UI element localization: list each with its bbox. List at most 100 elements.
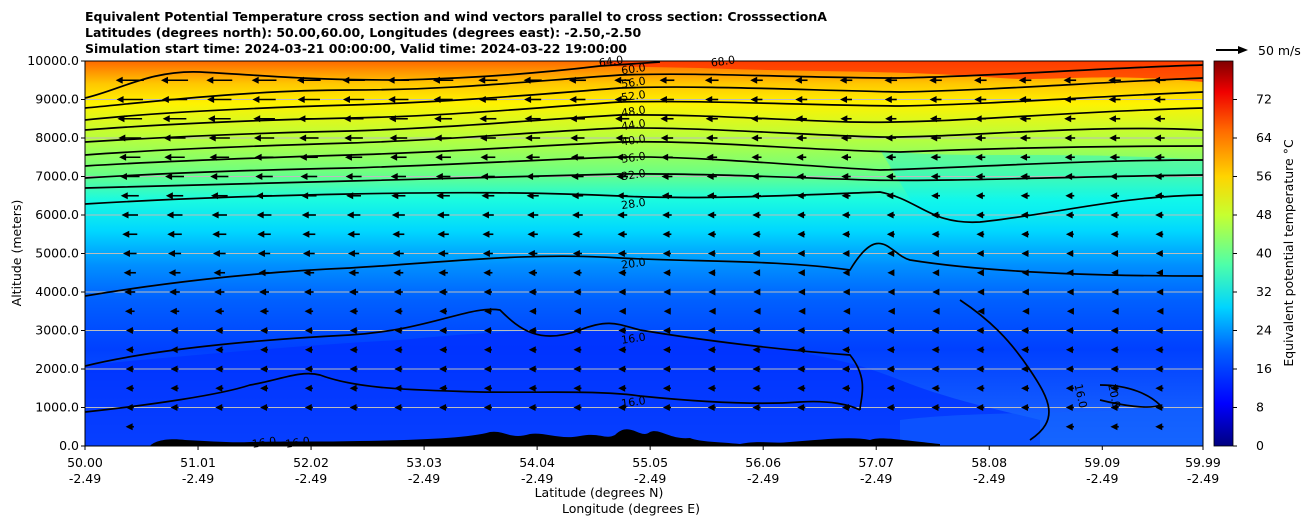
wind-arrow-head-36 [483,384,491,392]
wind-arrow-head-42 [752,384,760,392]
wind-arrow-head-8 [304,404,312,411]
title-line-1: Equivalent Potential Temperature cross s… [85,9,827,24]
wind-arrow-head-185 [708,269,716,277]
wind-arrow-head-230 [572,230,580,238]
wind-arrow-head-393 [342,96,350,103]
wind-arrow-head-347 [434,134,442,142]
wind-arrow-head-399 [614,96,622,103]
wind-arrow-head-367 [253,115,261,123]
wind-arrow-head-77 [170,346,178,354]
cb-tick-label-9: 72 [1256,92,1272,107]
wind-arrow-head-191 [976,269,984,277]
wind-arrow-head-386 [1108,115,1116,123]
wind-arrow-head-68 [842,365,850,373]
wind-arrow-head-130 [394,307,402,315]
wind-arrow-head-307 [796,173,804,180]
wind-arrow-head-140 [843,307,851,315]
wind-arrow-head-135 [618,307,626,315]
wind-arrow-head-380 [840,115,848,123]
wind-arrow-head-224 [302,230,310,238]
y-tick-label-4: 4000.0 [35,284,79,299]
y-tick-label-8: 8000.0 [35,130,79,145]
wind-arrow-head-61 [528,365,536,373]
wind-arrow-head-280 [661,192,669,200]
contour-label-text-8: 48.0 [620,103,646,119]
y-tick-label-3: 3000.0 [35,323,79,338]
wind-arrow-head-243 [1155,230,1163,238]
wind-arrow-head-339 [1154,153,1162,161]
wind-arrow-head-361 [1064,134,1072,142]
wind-arrow-head-350 [570,134,578,142]
wind-arrow-head-417 [342,76,350,84]
contour-label-text-16: 16.0 [251,435,277,451]
wind-arrow-head-2 [1110,423,1118,431]
wind-arrow-head-48 [1021,384,1029,392]
wind-arrow-head-168 [1021,288,1029,296]
wind-arrow-head-411 [1153,96,1161,103]
wind-arrow-head-139 [798,307,806,315]
wind-arrow-head-65 [707,365,715,373]
wind-arrow-head-429 [884,76,892,84]
wind-arrow-head-121 [1065,327,1073,334]
contour-16-lower [85,372,861,413]
wind-arrow-head-239 [976,230,984,238]
wind-arrow-head-384 [1019,115,1027,123]
wind-arrow-head-311 [975,173,983,180]
wind-arrow-head-53 [170,365,178,373]
wind-arrow-head-251 [436,211,444,219]
contour-label-11: 60.0 [620,61,646,77]
wind-arrow-head-321 [344,153,352,161]
wind-arrow-head-24 [1020,404,1028,411]
wind-arrow-head-173 [168,269,176,277]
wind-arrow-head-109 [528,327,536,334]
wind-arrow-head-422 [568,76,576,84]
contour-label-17: 16.0 [285,435,311,451]
wind-arrow-head-317 [164,153,172,161]
wind-arrow-head-268 [120,192,128,200]
wind-arrow-head-15 [618,404,626,411]
wind-arrow-head-346 [389,134,397,142]
wind-arrow-head-414 [206,76,214,84]
wind-arrow-head-116 [842,327,850,334]
wind-arrow-head-223 [257,230,265,238]
wind-arrow-head-137 [708,307,716,315]
wind-arrow-head-161 [708,288,716,296]
wind-arrow-head-56 [304,365,312,373]
x-tick-lat-10: 59.99 [1185,455,1221,470]
wind-arrow-head-400 [659,96,667,103]
contour-labels: 16.0 16.0 20.0 28.0 32.036.0 40.044.048.052.0… [251,53,1123,450]
wind-arrow-head-225 [347,230,355,238]
wind-arrow-head-366 [207,115,215,123]
wind-arrow-head-266 [1110,211,1118,219]
wind-arrow-head-58 [394,365,402,373]
wind-arrow-head-235 [797,230,805,238]
wind-arrow-head-147 [1156,307,1164,315]
wind-arrow-head-64 [662,365,670,373]
contour-label-1: 16.0 [620,394,646,410]
wind-arrow-head-207 [617,250,625,257]
wind-arrow-head-368 [298,115,306,123]
wind-arrow-head-369 [343,115,351,123]
wind-arrow-head-118 [931,327,939,334]
wind-arrow-head-115 [797,327,805,334]
wind-arrow-head-383 [974,115,982,123]
wind-arrow-head-323 [435,153,443,161]
wind-arrow-head-419 [432,76,440,84]
wind-arrow-head-157 [528,288,536,296]
wind-arrow-head-19 [797,404,805,411]
wind-arrow-head-433 [1063,76,1071,84]
wind-arrow-head-265 [1065,211,1073,219]
wind-arrow-head-246 [211,211,219,219]
wind-arrow-head-66 [752,365,760,373]
wind-arrow-head-120 [1021,327,1029,334]
wind-arrow-head-385 [1064,115,1072,123]
wind-arrow-head-379 [795,115,803,123]
wind-arrow-head-150 [214,288,222,296]
wind-arrow-head-272 [301,192,309,200]
wind-arrow-head-342 [208,134,216,142]
wind-arrow-head-370 [388,115,396,123]
wind-arrow-head-396 [478,96,486,103]
wind-arrow-head-26 [1110,404,1118,411]
wind-arrow-head-162 [753,288,761,296]
